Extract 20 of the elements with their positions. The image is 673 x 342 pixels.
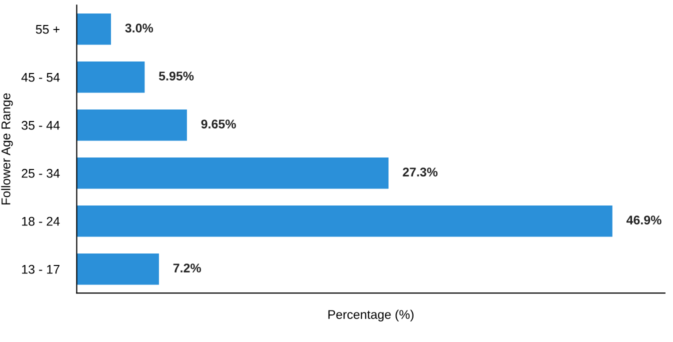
data-label: 7.2% [173,264,202,272]
y-tick-label: 35 - 44 [22,120,60,130]
bar [76,110,187,141]
y-tick-label: 18 - 24 [22,216,60,226]
bar [76,254,159,285]
y-tick-label: 55 + [36,25,60,34]
y-tick-label: 13 - 17 [22,264,60,274]
y-tick-label: 45 - 54 [21,73,60,82]
data-label: 9.65% [201,120,236,128]
bar [76,158,389,189]
x-axis-title: Percentage (%) [328,310,414,322]
bar [76,206,612,237]
data-label: 3.0% [125,24,154,32]
data-label: 5.95% [158,72,194,80]
y-axis-title: Follower Age Range [1,93,13,204]
bar [76,14,111,45]
data-label: 27.3% [402,168,438,176]
y-tick-label: 25 - 34 [22,168,60,178]
bar [76,62,145,93]
data-label: 46.9% [626,216,662,224]
